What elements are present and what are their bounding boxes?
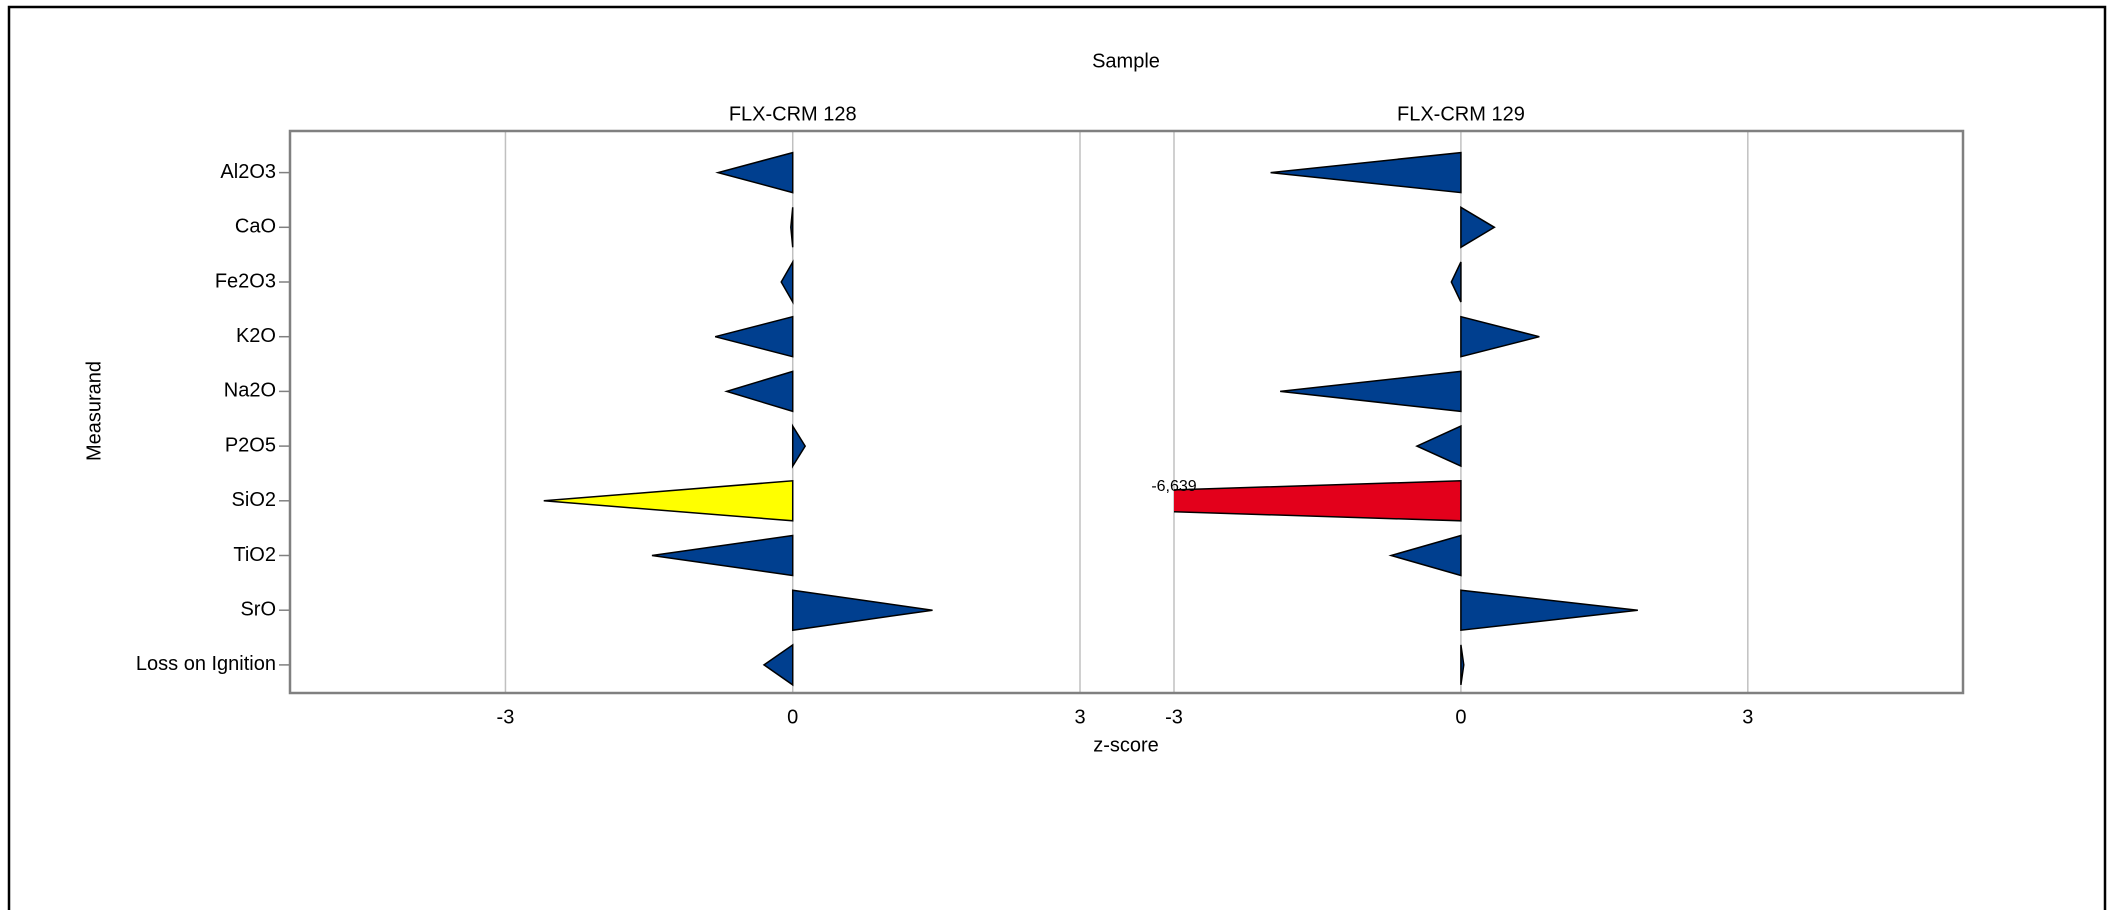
x-tick-label: -3: [1165, 706, 1183, 728]
panel-title: FLX-CRM 129: [1397, 103, 1525, 125]
x-tick-label: 0: [1455, 706, 1466, 728]
bar: [1174, 480, 1462, 522]
bar: [543, 479, 794, 522]
bar: [1460, 205, 1496, 249]
y-tick-label: Na2O: [224, 380, 276, 402]
bar: [1415, 424, 1462, 468]
y-tick-label: Al2O3: [220, 161, 276, 183]
bar: [1460, 315, 1540, 358]
x-tick-label: -3: [497, 706, 515, 728]
y-axis-label: Measurand: [83, 361, 105, 461]
y-tick-label: Loss on Ignition: [136, 653, 276, 675]
bar: [1280, 370, 1462, 413]
bar: [1450, 261, 1462, 303]
bar: [714, 315, 794, 358]
bar: [1388, 534, 1462, 577]
y-tick-label: Fe2O3: [215, 270, 276, 292]
panel-marks: [543, 151, 933, 687]
bar: [780, 259, 794, 305]
bar: [1460, 644, 1465, 686]
bar: [1270, 151, 1462, 194]
plot-frame: [288, 129, 1965, 695]
y-tick-label: CaO: [235, 216, 276, 238]
y-tick-label: SrO: [240, 598, 276, 620]
panel-title: FLX-CRM 128: [729, 103, 857, 125]
data-label: -6,639: [1151, 478, 1196, 495]
x-axis-label: z-score: [1093, 734, 1159, 756]
page-frame: [7, 5, 2107, 910]
bar: [724, 370, 794, 413]
bar: [790, 207, 794, 248]
panel-marks: [1174, 151, 1638, 686]
bar: [791, 589, 933, 632]
bar: [762, 643, 794, 687]
y-tick-label: K2O: [236, 325, 276, 347]
chart-title: Sample: [1092, 50, 1160, 72]
bar: [1460, 589, 1638, 632]
y-tick-label: P2O5: [225, 434, 276, 456]
y-tick-label: SiO2: [232, 489, 276, 511]
y-tick-label: TiO2: [233, 544, 276, 566]
x-tick-label: 0: [787, 706, 798, 728]
x-tick-label: 3: [1074, 706, 1085, 728]
bar: [651, 534, 794, 577]
bar: [791, 423, 807, 469]
x-tick-label: 3: [1742, 706, 1753, 728]
bar: [715, 151, 794, 194]
